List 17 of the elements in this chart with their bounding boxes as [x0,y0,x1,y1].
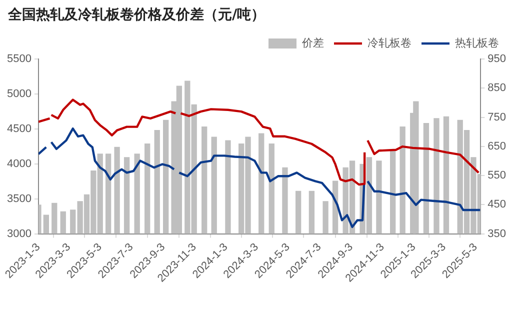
chart-title: 全国热轧及冷轧板卷价格及价差（元/吨） [8,6,266,24]
y-tick-label: 5000 [6,88,32,100]
y2-tick-label: 550 [488,170,506,182]
y2-tick-label: 950 [488,53,506,66]
legend-label: 热轧板卷 [455,38,499,50]
y2-tick-label: 850 [488,82,506,94]
legend-label: 价差 [301,38,324,50]
y2-tick-label: 350 [488,228,506,240]
y-tick-label: 3500 [6,192,32,205]
y2-tick-label: 450 [488,198,506,211]
y2-tick-label: 650 [488,140,506,152]
y-tick-label: 5500 [6,53,32,66]
y-tick-label: 4500 [6,122,32,135]
y-tick-label: 4000 [6,158,32,170]
y-tick-label: 3000 [6,228,32,240]
legend-label: 冷轧板卷 [368,38,412,50]
y2-tick-label: 750 [488,111,506,124]
